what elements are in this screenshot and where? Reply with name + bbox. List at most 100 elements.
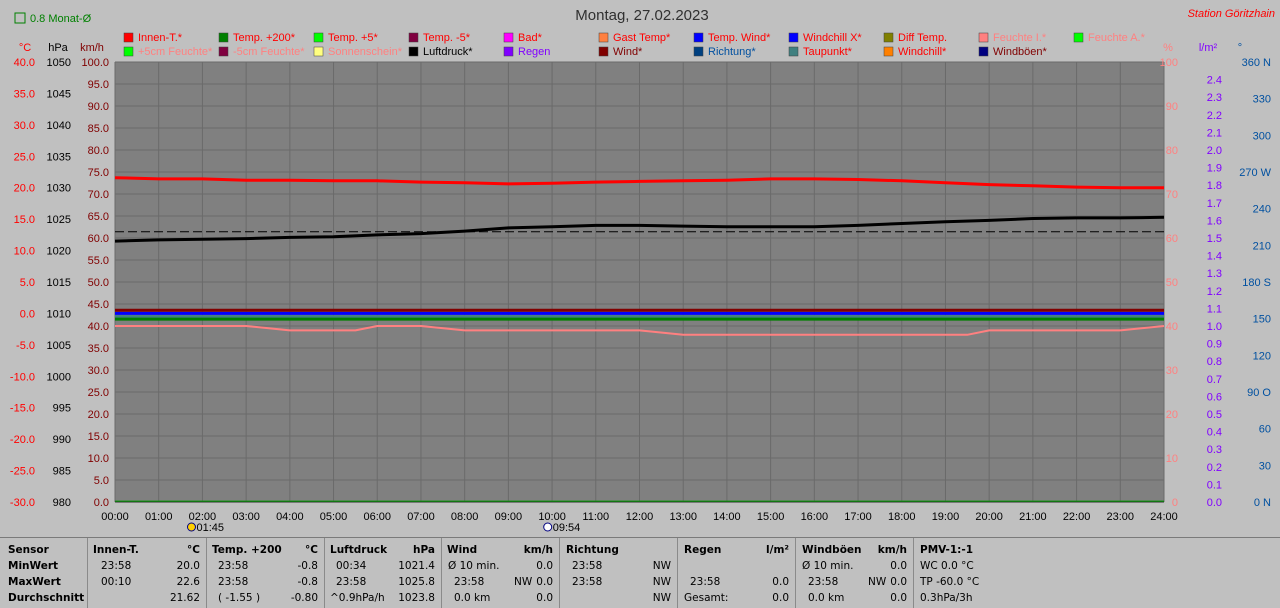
kmh-tick: 10.0 [88, 453, 109, 465]
luftdruck-avg: 1023.8 [398, 592, 435, 604]
direction-tick: 360 N [1242, 57, 1271, 69]
legend-swatch[interactable] [788, 32, 799, 43]
kmh-tick: 5.0 [94, 475, 109, 487]
wind-max-time: 23:58 [454, 576, 485, 588]
percent-tick: 60 [1166, 233, 1178, 245]
regen-unit: l/m² [766, 544, 789, 556]
hpa-tick: 980 [53, 497, 71, 509]
month-avg-checkbox[interactable] [14, 12, 26, 24]
rain-tick: 1.6 [1207, 215, 1222, 227]
legend-swatch[interactable] [1073, 32, 1084, 43]
x-tick: 02:00 [189, 511, 217, 523]
series-line-1 [114, 215, 1165, 243]
legend-swatch[interactable] [408, 32, 419, 43]
windboeen-max: 0.0 [890, 576, 907, 588]
legend-swatch[interactable] [598, 32, 609, 43]
direction-axis-label: ° [1238, 42, 1242, 54]
legend-swatch[interactable] [883, 46, 894, 57]
luftdruck-min-time: 00:34 [336, 560, 367, 572]
legend-label: Feuchte A.* [1088, 32, 1146, 44]
x-tick: 11:00 [582, 511, 609, 523]
legend-swatch[interactable] [503, 46, 514, 57]
x-tick: 15:00 [757, 511, 785, 523]
windboeen-unit: km/h [877, 544, 907, 556]
row-label-avg: Durchschnitt [8, 592, 85, 604]
rain-tick: 0.8 [1207, 356, 1222, 368]
celsius-tick: -25.0 [10, 466, 35, 478]
percent-tick: 90 [1166, 101, 1178, 113]
percent-tick: 80 [1166, 145, 1178, 157]
x-tick: 23:00 [1107, 511, 1135, 523]
legend-swatch[interactable] [218, 32, 229, 43]
legend-label: Sonnenschein* [328, 46, 403, 58]
hpa-tick: 1000 [47, 371, 71, 383]
innen-title: Innen-T. [93, 544, 139, 556]
legend-swatch[interactable] [313, 32, 324, 43]
series-line-0 [114, 176, 1164, 190]
celsius-tick: -30.0 [10, 497, 35, 509]
wind-title: Wind [447, 544, 478, 556]
direction-tick: 240 [1253, 204, 1271, 216]
luftdruck-min: 1021.4 [398, 560, 435, 572]
pmv-max: TP -60.0 °C [920, 576, 980, 588]
legend-label: Windchill X* [803, 32, 862, 44]
legend-swatch[interactable] [313, 46, 324, 57]
legend-swatch[interactable] [693, 32, 704, 43]
luftdruck-trend: ^0.9hPa/h [330, 592, 385, 604]
direction-tick: 270 W [1239, 167, 1271, 179]
block-innen: Innen-T. °C 23:58 20.0 00:10 22.6 21.62 [88, 538, 207, 608]
sunset-icon [543, 522, 553, 532]
x-tick: 06:00 [363, 511, 391, 523]
percent-tick: 0 [1172, 497, 1178, 509]
direction-tick: 0 N [1254, 497, 1271, 509]
kmh-tick: 0.0 [94, 497, 109, 509]
celsius-tick: 15.0 [14, 214, 35, 226]
legend-swatch[interactable] [503, 32, 514, 43]
month-avg-label: 0.8 Monat-Ø [30, 13, 92, 25]
rain-tick: 1.4 [1207, 251, 1222, 263]
x-tick: 19:00 [932, 511, 960, 523]
percent-tick: 30 [1166, 365, 1178, 377]
legend-swatch[interactable] [883, 32, 894, 43]
regen-title: Regen [684, 544, 722, 556]
celsius-tick: 40.0 [14, 57, 35, 69]
regen-max: 0.0 [772, 576, 789, 588]
kmh-tick: 70.0 [88, 189, 109, 201]
x-tick: 21:00 [1019, 511, 1047, 523]
legend-swatch[interactable] [598, 46, 609, 57]
innen-min: 20.0 [176, 560, 200, 572]
windboeen-max-time: 23:58 [808, 576, 839, 588]
kmh-tick: 85.0 [88, 123, 109, 135]
temp200-avg-note: ( -1.55 ) [218, 592, 261, 604]
celsius-tick: -15.0 [10, 403, 35, 415]
rain-tick: 0.4 [1207, 427, 1222, 439]
block-pmv: PMV-1:-1 WC 0.0 °C TP -60.0 °C 0.3hPa/3h [914, 538, 1004, 608]
legend-swatch[interactable] [123, 32, 134, 43]
innen-max: 22.6 [176, 576, 200, 588]
direction-tick: 90 O [1247, 387, 1271, 399]
innen-avg: 21.62 [169, 592, 200, 604]
legend-swatch[interactable] [788, 46, 799, 57]
legend-swatch[interactable] [123, 46, 134, 57]
windboeen-avg: 0.0 [890, 592, 907, 604]
kmh-tick: 30.0 [88, 365, 109, 377]
luftdruck-title: Luftdruck [330, 544, 388, 556]
legend-swatch[interactable] [408, 46, 419, 57]
pmv-avg: 0.3hPa/3h [920, 592, 973, 604]
legend-swatch[interactable] [978, 32, 989, 43]
wind-avg-note: 0.0 km [454, 592, 491, 604]
legend-label: Innen-T.* [138, 32, 183, 44]
kmh-tick: 65.0 [88, 211, 109, 223]
legend-label: Temp. +5* [328, 32, 379, 44]
rain-tick: 0.6 [1207, 391, 1222, 403]
legend-swatch[interactable] [978, 46, 989, 57]
hpa-tick: 1010 [47, 308, 71, 320]
legend-swatch[interactable] [693, 46, 704, 57]
x-tick: 22:00 [1063, 511, 1091, 523]
legend-label: Temp. +200* [233, 32, 296, 44]
legend-label: Wind* [613, 46, 643, 58]
row-label-min: MinWert [8, 560, 59, 572]
legend-swatch[interactable] [218, 46, 229, 57]
kmh-tick: 20.0 [88, 409, 109, 421]
rain-tick: 2.3 [1207, 92, 1222, 104]
